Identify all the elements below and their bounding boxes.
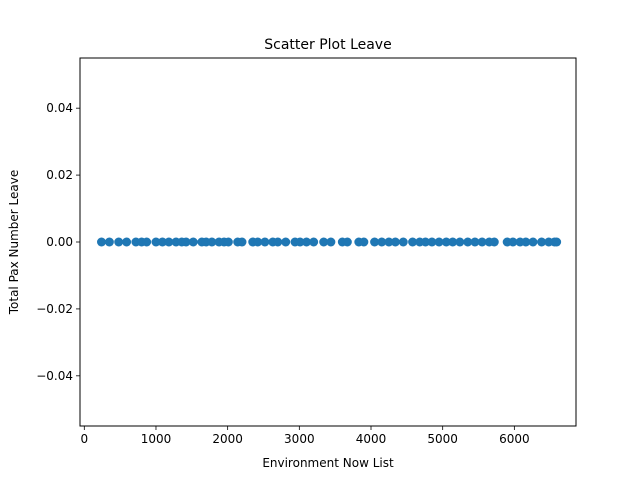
data-point xyxy=(114,237,124,247)
y-axis-ticks: −0.04 −0.02 0.00 0.02 0.04 xyxy=(36,101,80,383)
data-point xyxy=(489,237,499,247)
y-axis-label: Total Pax Number Leave xyxy=(7,170,21,316)
data-point xyxy=(508,237,518,247)
data-point xyxy=(151,237,161,247)
x-tick-label: 0 xyxy=(80,432,88,446)
data-point xyxy=(470,237,480,247)
data-point xyxy=(448,237,458,247)
data-point xyxy=(434,237,444,247)
data-point xyxy=(477,237,487,247)
x-axis-label: Environment Now List xyxy=(262,456,394,470)
data-point xyxy=(309,237,319,247)
x-axis-ticks: 0 1000 2000 3000 4000 5000 6000 xyxy=(80,426,530,446)
data-point xyxy=(441,237,451,247)
data-point xyxy=(455,237,465,247)
x-tick-label: 5000 xyxy=(427,432,458,446)
data-point xyxy=(237,237,247,247)
data-point xyxy=(420,237,430,247)
data-point xyxy=(97,237,106,247)
data-point xyxy=(281,237,291,247)
data-point xyxy=(326,237,336,247)
data-point xyxy=(157,237,167,247)
data-point xyxy=(207,237,217,247)
y-tick-label: 0.02 xyxy=(46,168,73,182)
data-point xyxy=(463,237,473,247)
data-point xyxy=(302,237,311,247)
data-point xyxy=(295,237,305,247)
data-point xyxy=(384,237,394,247)
data-point xyxy=(223,237,233,247)
data-point xyxy=(181,237,191,247)
data-points xyxy=(97,237,562,247)
data-point xyxy=(398,237,408,247)
x-tick-label: 4000 xyxy=(356,432,387,446)
y-tick-label: −0.04 xyxy=(36,369,73,383)
data-point xyxy=(408,237,418,247)
x-tick-label: 1000 xyxy=(141,432,172,446)
data-point xyxy=(427,237,437,247)
data-point xyxy=(342,237,352,247)
data-point xyxy=(370,237,380,247)
data-point xyxy=(104,237,114,247)
chart-title: Scatter Plot Leave xyxy=(264,37,391,53)
x-tick-label: 2000 xyxy=(212,432,243,446)
data-point xyxy=(537,237,547,247)
data-point xyxy=(390,237,400,247)
data-point xyxy=(142,237,152,247)
y-tick-label: −0.02 xyxy=(36,302,73,316)
data-point xyxy=(359,237,369,247)
data-point xyxy=(164,237,174,247)
x-tick-label: 3000 xyxy=(284,432,315,446)
x-tick-label: 6000 xyxy=(499,432,530,446)
data-point xyxy=(253,237,263,247)
data-point xyxy=(521,237,531,247)
data-point xyxy=(260,237,270,247)
y-tick-label: 0.00 xyxy=(46,235,73,249)
data-point xyxy=(377,237,387,247)
data-point xyxy=(552,237,562,247)
data-point xyxy=(188,237,198,247)
y-tick-label: 0.04 xyxy=(46,101,73,115)
data-point xyxy=(122,237,132,247)
data-point xyxy=(273,237,283,247)
data-point xyxy=(319,237,329,247)
data-point xyxy=(528,237,538,247)
